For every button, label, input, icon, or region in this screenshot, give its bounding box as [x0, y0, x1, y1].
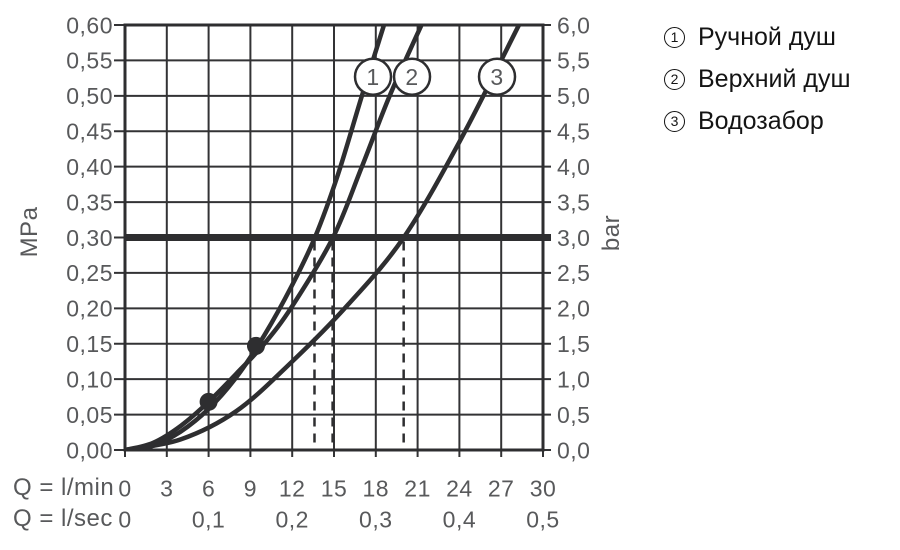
- x-lmin-tick-label: 24: [446, 475, 473, 501]
- x-lmin-tick-label: 12: [279, 475, 306, 501]
- legend-number-circle-2: 2: [664, 68, 685, 90]
- x-lsec-tick-label: 0: [118, 506, 131, 532]
- legend-number-2: 2: [670, 71, 679, 87]
- legend-item-water-intake: 3 Водозабор: [664, 100, 851, 142]
- y-axis-right-unit-label: bar: [598, 214, 625, 252]
- x-lsec-tick-label: 0,5: [526, 506, 559, 532]
- y-left-tick-label: 0,55: [66, 48, 113, 74]
- y-left-tick-label: 0,40: [66, 154, 113, 180]
- y-left-tick-label: 0,25: [66, 260, 113, 286]
- legend-number-circle-3: 3: [664, 110, 685, 132]
- y-right-tick-label: 0,5: [557, 402, 590, 428]
- y-axis-left-unit-label: MPa: [16, 206, 43, 258]
- legend-item-hand-shower: 1 Ручной душ: [664, 16, 851, 58]
- curve-label-circle-3: [477, 57, 517, 96]
- x-lsec-tick-label: 0,4: [443, 506, 476, 532]
- curve-1: [123, 23, 387, 452]
- x-lmin-tick-label: 30: [530, 475, 557, 501]
- x-lmin-tick-label: 0: [118, 475, 131, 501]
- curve-label-number-3: 3: [490, 64, 503, 90]
- x-lsec-tick-label: 0,1: [192, 506, 225, 532]
- curve-3: [123, 23, 522, 452]
- data-point-marker: [199, 392, 218, 411]
- x-lmin-tick-label: 3: [160, 475, 173, 501]
- y-left-tick-label: 0,00: [66, 437, 113, 463]
- x-lmin-tick-label: 9: [244, 475, 257, 501]
- y-left-tick-label: 0,35: [66, 189, 113, 215]
- y-left-tick-label: 0,20: [66, 296, 113, 322]
- legend-number-1: 1: [670, 29, 679, 45]
- y-right-tick-label: 5,0: [557, 83, 590, 109]
- data-point-marker: [246, 336, 265, 355]
- y-right-tick-label: 0,0: [557, 437, 590, 463]
- y-right-tick-label: 2,5: [557, 260, 590, 286]
- y-left-tick-label: 0,60: [66, 12, 113, 38]
- y-right-tick-label: 6,0: [557, 12, 590, 38]
- y-left-tick-label: 0,10: [66, 366, 113, 392]
- y-left-tick-label: 0,50: [66, 83, 113, 109]
- y-right-tick-label: 1,5: [557, 331, 590, 357]
- y-right-tick-label: 2,0: [557, 296, 590, 322]
- legend-number-3: 3: [670, 113, 679, 129]
- x-lmin-tick-label: 27: [488, 475, 515, 501]
- y-right-tick-label: 4,5: [557, 119, 590, 145]
- y-right-tick-label: 3,0: [557, 225, 590, 251]
- legend: 1 Ручной душ 2 Верхний душ 3 Водозабор: [664, 16, 851, 142]
- x-lmin-tick-label: 6: [202, 475, 215, 501]
- x-axis-lmin-label: Q = l/min: [13, 474, 115, 501]
- y-left-tick-label: 0,05: [66, 402, 113, 428]
- legend-number-circle-1: 1: [664, 26, 685, 48]
- curve-label-circle-1: [353, 57, 393, 96]
- y-right-tick-label: 3,5: [557, 189, 590, 215]
- curves-group: [123, 23, 522, 452]
- y-left-tick-label: 0,15: [66, 331, 113, 357]
- legend-label-1: Ручной душ: [698, 22, 836, 51]
- y-left-tick-label: 0,45: [66, 119, 113, 145]
- curve-label-number-2: 2: [405, 64, 418, 90]
- legend-label-2: Верхний душ: [698, 64, 851, 93]
- curve-label-circle-2: [392, 57, 432, 96]
- y-right-tick-label: 5,5: [557, 48, 590, 74]
- curve-label-number-1: 1: [366, 64, 379, 90]
- legend-label-3: Водозабор: [698, 106, 824, 135]
- x-lmin-tick-label: 18: [363, 475, 390, 501]
- y-right-tick-label: 1,0: [557, 366, 590, 392]
- chart-canvas: 1 2 30,600,550,500,450,400,350,300,250,200…: [66, 12, 590, 532]
- x-lmin-tick-label: 15: [321, 475, 348, 501]
- x-axis-lsec-label: Q = l/sec: [13, 505, 113, 532]
- curve-2: [123, 23, 425, 452]
- y-right-tick-label: 4,0: [557, 154, 590, 180]
- y-left-tick-label: 0,30: [66, 225, 113, 251]
- x-lsec-tick-label: 0,3: [359, 506, 392, 532]
- x-lmin-tick-label: 21: [404, 475, 431, 501]
- legend-item-overhead-shower: 2 Верхний душ: [664, 58, 851, 100]
- x-lsec-tick-label: 0,2: [275, 506, 308, 532]
